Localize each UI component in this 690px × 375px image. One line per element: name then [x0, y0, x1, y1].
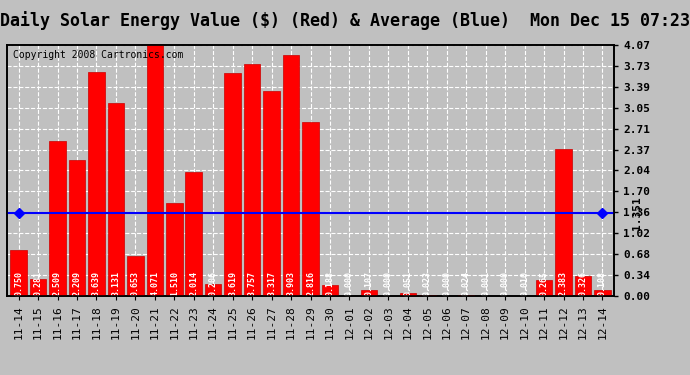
- Bar: [244, 64, 260, 296]
- Text: 3.619: 3.619: [228, 271, 237, 296]
- Text: 2.509: 2.509: [53, 271, 62, 296]
- Text: 0.000: 0.000: [384, 271, 393, 296]
- Bar: [535, 280, 552, 296]
- Text: 2.383: 2.383: [559, 271, 568, 296]
- Bar: [186, 172, 202, 296]
- Bar: [146, 45, 163, 296]
- Bar: [458, 295, 475, 296]
- Text: 0.000: 0.000: [442, 271, 451, 296]
- Text: 1.510: 1.510: [170, 271, 179, 296]
- Bar: [419, 295, 435, 296]
- Text: 3.757: 3.757: [248, 271, 257, 296]
- Bar: [205, 284, 221, 296]
- Text: 3.639: 3.639: [92, 271, 101, 296]
- Bar: [555, 149, 572, 296]
- Bar: [400, 293, 416, 296]
- Text: 4.071: 4.071: [150, 271, 159, 296]
- Bar: [322, 285, 338, 296]
- Text: 0.653: 0.653: [131, 271, 140, 296]
- Text: 0.023: 0.023: [423, 271, 432, 296]
- Text: 0.010: 0.010: [520, 271, 529, 296]
- Bar: [302, 122, 319, 296]
- Bar: [166, 203, 183, 296]
- Bar: [283, 55, 299, 296]
- Text: 0.051: 0.051: [404, 271, 413, 296]
- Bar: [575, 276, 591, 296]
- Text: 0.281: 0.281: [34, 271, 43, 296]
- Text: 0.188: 0.188: [326, 271, 335, 296]
- Text: Daily Solar Energy Value ($) (Red) & Average (Blue)  Mon Dec 15 07:23: Daily Solar Energy Value ($) (Red) & Ave…: [0, 11, 690, 30]
- Text: 3.317: 3.317: [267, 271, 276, 296]
- Bar: [49, 141, 66, 296]
- Text: 0.107: 0.107: [364, 271, 373, 296]
- Text: 0.000: 0.000: [345, 271, 354, 296]
- Bar: [594, 290, 611, 296]
- Bar: [88, 72, 105, 296]
- Text: 0.001: 0.001: [481, 271, 490, 296]
- Bar: [108, 103, 124, 296]
- Text: 3.131: 3.131: [111, 271, 120, 296]
- Text: Copyright 2008 Cartronics.com: Copyright 2008 Cartronics.com: [13, 50, 184, 60]
- Text: 0.024: 0.024: [462, 271, 471, 296]
- Text: 0.326: 0.326: [578, 271, 587, 296]
- Text: 2.816: 2.816: [306, 271, 315, 296]
- Bar: [69, 160, 86, 296]
- Bar: [264, 92, 280, 296]
- Bar: [30, 279, 46, 296]
- Bar: [127, 256, 144, 296]
- Text: 3.903: 3.903: [286, 271, 295, 296]
- Text: 0.108: 0.108: [598, 271, 607, 296]
- Text: 0.750: 0.750: [14, 271, 23, 296]
- Bar: [10, 250, 27, 296]
- Bar: [224, 73, 241, 296]
- Text: 0.265: 0.265: [540, 271, 549, 296]
- Text: 0.206: 0.206: [208, 271, 217, 296]
- Text: 0.000: 0.000: [501, 271, 510, 296]
- Text: 1.351: 1.351: [631, 196, 642, 230]
- Bar: [361, 290, 377, 296]
- Text: 2.014: 2.014: [189, 271, 198, 296]
- Text: 2.209: 2.209: [72, 271, 81, 296]
